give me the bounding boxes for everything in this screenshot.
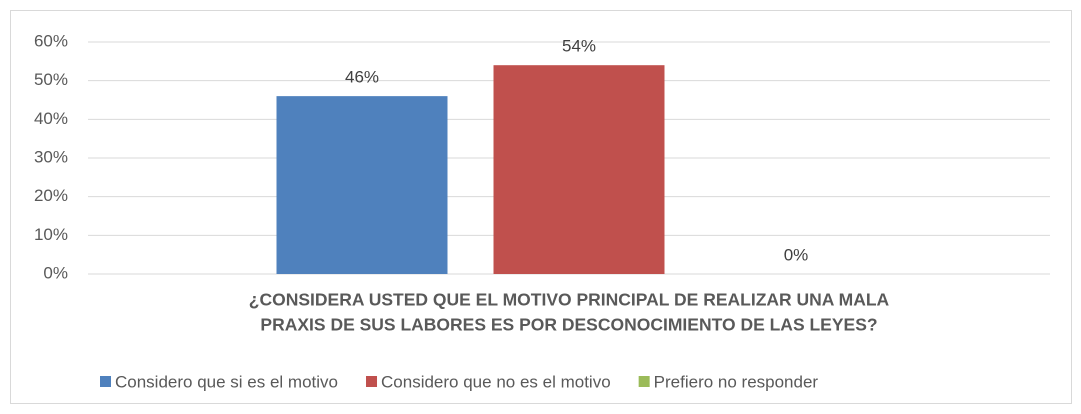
legend-swatch	[638, 376, 650, 387]
y-tick-label: 60%	[34, 31, 68, 50]
x-axis-label: PRAXIS DE SUS LABORES ES POR DESCONOCIMI…	[260, 315, 877, 335]
legend-label: Considero que si es el motivo	[115, 372, 338, 391]
legend-label: Prefiero no responder	[654, 372, 819, 391]
y-tick-label: 40%	[34, 109, 68, 128]
x-axis-label: ¿CONSIDERA USTED QUE EL MOTIVO PRINCIPAL…	[249, 290, 890, 310]
legend-label: Considero que no es el motivo	[381, 372, 611, 391]
data-label: 0%	[784, 245, 809, 264]
y-tick-label: 0%	[43, 263, 68, 282]
bar	[493, 65, 665, 274]
y-tick-label: 20%	[34, 186, 68, 205]
legend-swatch	[100, 376, 111, 387]
y-tick-label: 10%	[34, 225, 68, 244]
bar	[276, 96, 448, 274]
y-tick-label: 30%	[34, 147, 68, 166]
data-label: 46%	[345, 68, 379, 87]
legend-swatch	[366, 376, 378, 387]
y-tick-label: 50%	[34, 70, 68, 89]
data-label: 54%	[562, 37, 596, 56]
